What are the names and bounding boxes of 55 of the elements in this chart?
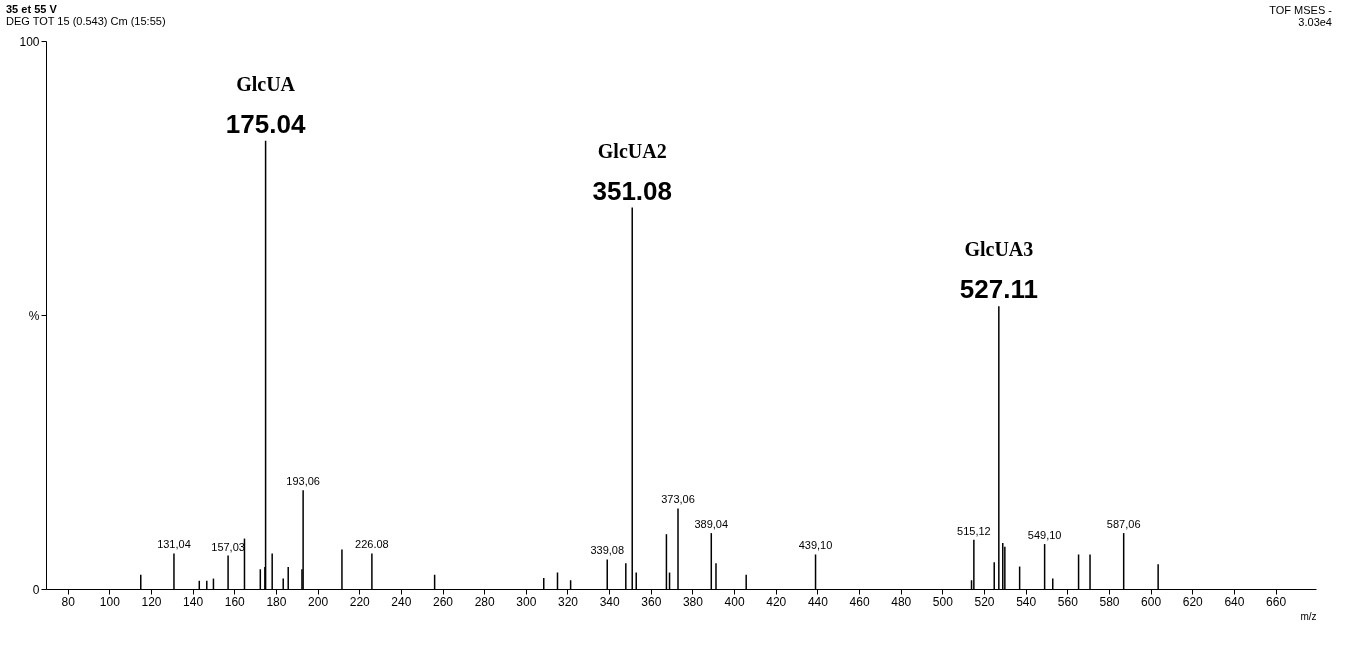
x-tick-label: 520 <box>974 594 995 609</box>
annotation: GlcUA3 <box>964 238 1034 261</box>
annotation: 131,04 <box>157 538 191 551</box>
y-tick-label: 100 <box>19 34 40 49</box>
x-tick-label: 640 <box>1224 594 1245 609</box>
annotation: 193,06 <box>286 475 320 488</box>
x-axis-title: m/z <box>1300 610 1317 622</box>
annotation: 175.04 <box>225 108 306 139</box>
x-tick-label: 120 <box>141 594 162 609</box>
x-tick-label: 260 <box>433 594 454 609</box>
x-tick-label: 660 <box>1266 594 1287 609</box>
annotation: 515,12 <box>957 524 991 537</box>
y-tick-label: % <box>28 308 40 323</box>
annotation: 373,06 <box>661 493 695 506</box>
x-tick-label: 140 <box>183 594 204 609</box>
annotation: 351.08 <box>592 175 672 206</box>
text: 3.03e4 <box>1297 16 1332 28</box>
x-tick-label: 240 <box>391 594 412 609</box>
x-tick-label: 600 <box>1141 594 1162 609</box>
x-tick-label: 580 <box>1099 594 1120 609</box>
annotation: GlcUA <box>236 72 296 95</box>
annotation: 527.11 <box>959 274 1038 305</box>
x-tick-label: 340 <box>599 594 620 609</box>
x-tick-label: 540 <box>1016 594 1037 609</box>
x-tick-label: 220 <box>349 594 371 609</box>
annotation: 389,04 <box>694 518 729 531</box>
x-tick-label: 100 <box>99 594 121 609</box>
x-tick-label: 180 <box>266 594 287 609</box>
annotation: 157,03 <box>211 540 245 553</box>
text: TOF MSES - <box>1269 4 1332 16</box>
x-tick-label: 460 <box>849 594 870 609</box>
x-tick-label: 440 <box>807 594 829 609</box>
chart-subtitle: DEG TOT 15 (0.543) Cm (15:55) <box>6 15 166 27</box>
x-tick-label: 360 <box>641 594 662 609</box>
annotation: 226.08 <box>355 538 389 551</box>
x-tick-label: 280 <box>474 594 496 609</box>
x-tick-label: 380 <box>682 594 704 609</box>
x-tick-label: 320 <box>557 594 579 609</box>
x-tick-label: 200 <box>308 594 329 609</box>
annotation: 587,06 <box>1106 518 1141 531</box>
x-tick-label: 420 <box>766 594 787 609</box>
x-tick-label: 620 <box>1182 594 1204 609</box>
x-tick-label: 400 <box>724 594 745 609</box>
annotation: 339,08 <box>590 544 625 557</box>
annotation: 439,10 <box>798 539 833 552</box>
x-tick-label: 300 <box>516 594 537 609</box>
x-tick-label: 500 <box>932 594 954 609</box>
x-tick-label: 80 <box>61 594 76 609</box>
annotation: 549,10 <box>1027 529 1062 542</box>
x-tick-label: 160 <box>224 594 246 609</box>
x-tick-label: 560 <box>1057 594 1079 609</box>
y-tick-label: 0 <box>32 582 40 597</box>
chart-title: 35 et 55 V <box>6 3 58 15</box>
annotation: GlcUA2 <box>597 139 667 162</box>
x-tick-label: 480 <box>891 594 912 609</box>
